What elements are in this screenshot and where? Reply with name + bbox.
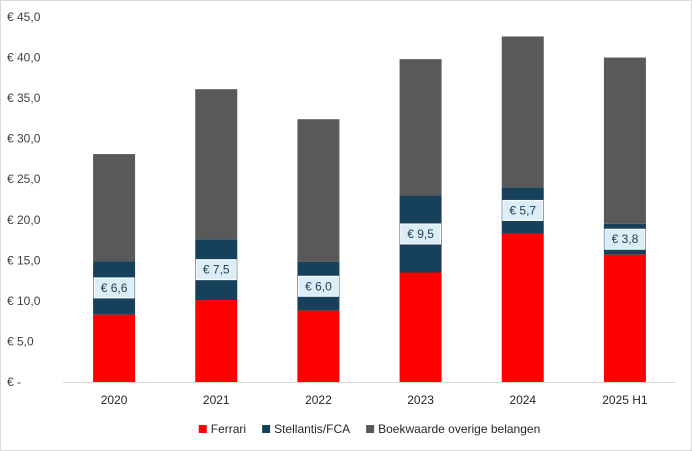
bar-boekwaarde-overige-belangen xyxy=(501,36,544,188)
data-label-box xyxy=(297,275,339,297)
data-label: € 6,6 xyxy=(101,281,128,295)
data-label-box xyxy=(604,228,646,250)
legend-swatch xyxy=(198,425,207,433)
y-tick-label: € 45,0 xyxy=(7,10,41,24)
y-tick-label: € 15,0 xyxy=(7,253,41,267)
y-tick-label: € 40,0 xyxy=(7,51,41,65)
legend-swatch xyxy=(262,425,271,433)
x-tick-label: 2022 xyxy=(305,393,332,407)
bar-boekwaarde-overige-belangen xyxy=(399,59,442,196)
x-tick-label: 2025 H1 xyxy=(602,393,648,407)
bar-boekwaarde-overige-belangen xyxy=(195,89,238,240)
y-tick-label: € - xyxy=(7,375,21,389)
data-label-box xyxy=(400,223,442,245)
bar-ferrari xyxy=(297,310,340,382)
x-tick-label: 2021 xyxy=(203,393,230,407)
bar-ferrari xyxy=(93,314,136,382)
legend-label: Stellantis/FCA xyxy=(274,422,350,436)
data-label: € 6,0 xyxy=(305,279,332,293)
bar-ferrari xyxy=(399,272,442,382)
legend-item: Stellantis/FCA xyxy=(262,422,350,436)
legend-label: Ferrari xyxy=(211,422,246,436)
data-label: € 3,8 xyxy=(612,232,639,246)
bar-boekwaarde-overige-belangen xyxy=(93,154,136,262)
bar-boekwaarde-overige-belangen xyxy=(603,57,646,224)
data-label: € 9,5 xyxy=(407,227,434,241)
x-tick-label: 2020 xyxy=(101,393,128,407)
y-tick-label: € 30,0 xyxy=(7,132,41,146)
bar-ferrari xyxy=(195,300,238,382)
legend-swatch xyxy=(366,425,375,433)
bars xyxy=(93,36,646,382)
x-axis: 2020 2021 2022 2023 2024 2025 H1 xyxy=(63,382,676,407)
legend-item: Ferrari xyxy=(198,422,246,436)
bar-ferrari xyxy=(501,233,544,382)
y-axis: € - € 5,0 € 10,0 € 15,0 € 20,0 € 25,0 € 30,0 € … xyxy=(7,10,41,389)
y-tick-label: € 20,0 xyxy=(7,213,41,227)
legend-item: Boekwaarde overige belangen xyxy=(366,422,540,436)
data-labels: € 6,6 € 7,5 € 6,0 € 9,5 € 5,7 € 3,8 xyxy=(93,199,646,299)
data-label: € 7,5 xyxy=(203,263,230,277)
bar-ferrari xyxy=(603,254,646,382)
y-tick-label: € 25,0 xyxy=(7,172,41,186)
x-tick-label: 2023 xyxy=(407,393,434,407)
y-tick-label: € 35,0 xyxy=(7,91,41,105)
data-label-box xyxy=(502,199,544,221)
y-tick-label: € 10,0 xyxy=(7,294,41,308)
bar-boekwaarde-overige-belangen xyxy=(297,119,340,262)
x-tick-label: 2024 xyxy=(509,393,536,407)
data-label-box xyxy=(195,259,237,281)
y-tick-label: € 5,0 xyxy=(7,334,34,348)
legend-label: Boekwaarde overige belangen xyxy=(378,422,540,436)
legend: Ferrari Stellantis/FCA Boekwaarde overige … xyxy=(198,422,540,436)
data-label: € 5,7 xyxy=(509,203,536,217)
data-label-box xyxy=(93,277,135,299)
